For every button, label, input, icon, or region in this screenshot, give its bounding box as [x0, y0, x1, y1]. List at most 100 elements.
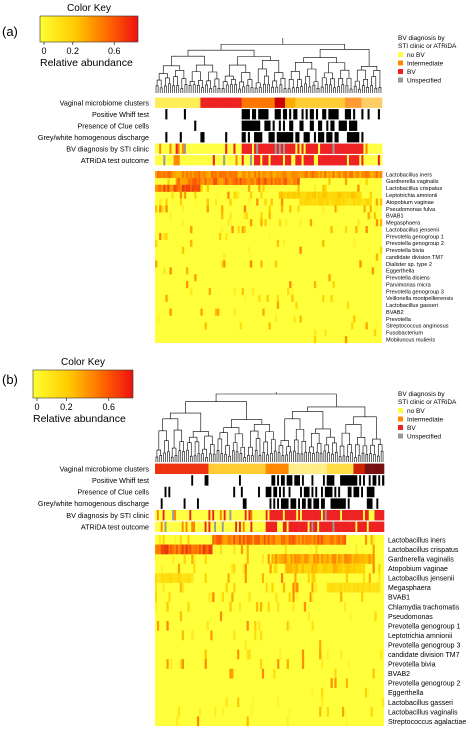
- annotation-cell: [183, 475, 186, 486]
- annotation-cell: [208, 132, 212, 143]
- dendrogram-branch: [224, 75, 234, 82]
- heatmap-cell: [371, 267, 375, 275]
- annotation-cell: [286, 475, 289, 486]
- annotation-cell: [317, 463, 320, 474]
- heatmap-cell: [174, 544, 177, 555]
- heatmap-cell: [301, 563, 305, 574]
- annotation-cell: [357, 155, 360, 166]
- heatmap-cell: [369, 191, 372, 199]
- annotation-cell: [343, 463, 347, 474]
- annotation-cell: [274, 132, 278, 143]
- heatmap-cell: [313, 336, 317, 344]
- annotation-cell: [280, 120, 284, 131]
- heatmap-cell: [221, 212, 224, 220]
- heatmap-cell: [196, 716, 200, 727]
- annotation-cell: [246, 486, 249, 498]
- annotation-cell: [363, 510, 366, 521]
- annotation-cell: [163, 97, 166, 108]
- heatmap-cell: [276, 171, 280, 179]
- annotation-cell: [345, 510, 349, 521]
- heatmap-cell: [326, 535, 329, 545]
- annotation-cell: [200, 132, 203, 143]
- heatmap-cell: [166, 544, 169, 555]
- annotation-cell: [332, 143, 335, 154]
- annotation-cell: [227, 97, 230, 108]
- annotation-cell: [185, 521, 188, 532]
- annotation-cell: [168, 498, 171, 509]
- heatmap-cell: [296, 582, 299, 593]
- dendrogram-branch: [337, 86, 340, 93]
- annotation-cell: [376, 475, 379, 486]
- annotation-cell: [282, 463, 286, 474]
- annotation-cell: [219, 463, 223, 474]
- heatmap-cell: [159, 184, 162, 192]
- annotation-cell: [240, 510, 244, 521]
- annotation-cell: [221, 498, 224, 509]
- annotation-cell: [163, 109, 166, 120]
- annotation-cell: [275, 486, 278, 498]
- annotation-cell: [373, 120, 377, 131]
- annotation-cell: [229, 521, 232, 532]
- annotation-cell: [315, 143, 319, 154]
- heatmap-cell: [338, 563, 341, 574]
- annotation-cell: [206, 143, 209, 154]
- heatmap-cell: [347, 554, 350, 564]
- annotation-cell: [321, 475, 324, 486]
- heatmap-cell: [324, 191, 327, 199]
- dendrogram-branch: [187, 49, 255, 57]
- heatmap-cell: [223, 171, 226, 179]
- annotation-cell: [221, 109, 224, 120]
- annotation-row-label: Vaginal microbiome clusters: [60, 464, 150, 473]
- heatmap-cell: [219, 544, 223, 555]
- heatmap-cell: [370, 554, 373, 564]
- annotation-cell: [190, 120, 193, 131]
- heatmap-cell: [286, 535, 289, 545]
- heatmap-cell: [258, 171, 261, 179]
- heatmap-cell: [366, 554, 370, 564]
- dendrogram-branch: [294, 439, 299, 454]
- annotation-cell: [369, 132, 372, 143]
- annotation-cell: [208, 155, 212, 166]
- heatmap-cell: [293, 177, 296, 185]
- annotation-row-label: Presence of Clue cells: [77, 121, 149, 130]
- annotation-cell: [274, 109, 278, 120]
- annotation-cell: [299, 143, 302, 154]
- annotation-cell: [156, 486, 160, 498]
- heatmap-cell: [285, 171, 288, 179]
- annotation-cell: [214, 510, 217, 521]
- annotation-cell: [288, 463, 291, 474]
- heatmap-cell: [279, 535, 282, 545]
- heatmap-cell: [235, 171, 238, 179]
- taxon-label: Pseudomonas fulva: [386, 207, 436, 213]
- annotation-cell: [208, 463, 211, 474]
- heatmap-cell: [243, 177, 247, 185]
- annotation-cell: [326, 155, 329, 166]
- annotation-cell: [353, 521, 356, 532]
- annotation-cell: [282, 521, 286, 532]
- heatmap-cell: [330, 226, 333, 234]
- annotation-cell: [322, 486, 326, 498]
- annotation-cell: [368, 521, 371, 532]
- annotation-cell: [156, 521, 160, 532]
- annotation-cell: [237, 486, 240, 498]
- annotation-cell: [340, 143, 344, 154]
- annotation-cell: [221, 510, 224, 521]
- heatmap-cell: [369, 205, 372, 213]
- annotation-cell: [355, 120, 358, 131]
- annotation-cell: [357, 463, 360, 474]
- heatmap-cell: [190, 177, 193, 185]
- annotation-cell: [271, 486, 274, 498]
- annotation-cell: [164, 486, 167, 498]
- dendrogram-branch: [201, 87, 204, 93]
- annotation-cell: [289, 155, 292, 166]
- annotation-cell: [174, 521, 177, 532]
- heatmap-cell: [374, 611, 377, 622]
- annotation-cell: [355, 109, 358, 120]
- annotation-cell: [258, 463, 261, 474]
- heatmap-cell: [338, 535, 341, 545]
- annotation-cell: [284, 486, 287, 498]
- heatmap-cell: [216, 191, 220, 199]
- heatmap-cell: [277, 659, 280, 669]
- heatmap-cell: [359, 260, 362, 268]
- annotation-cell: [206, 463, 209, 474]
